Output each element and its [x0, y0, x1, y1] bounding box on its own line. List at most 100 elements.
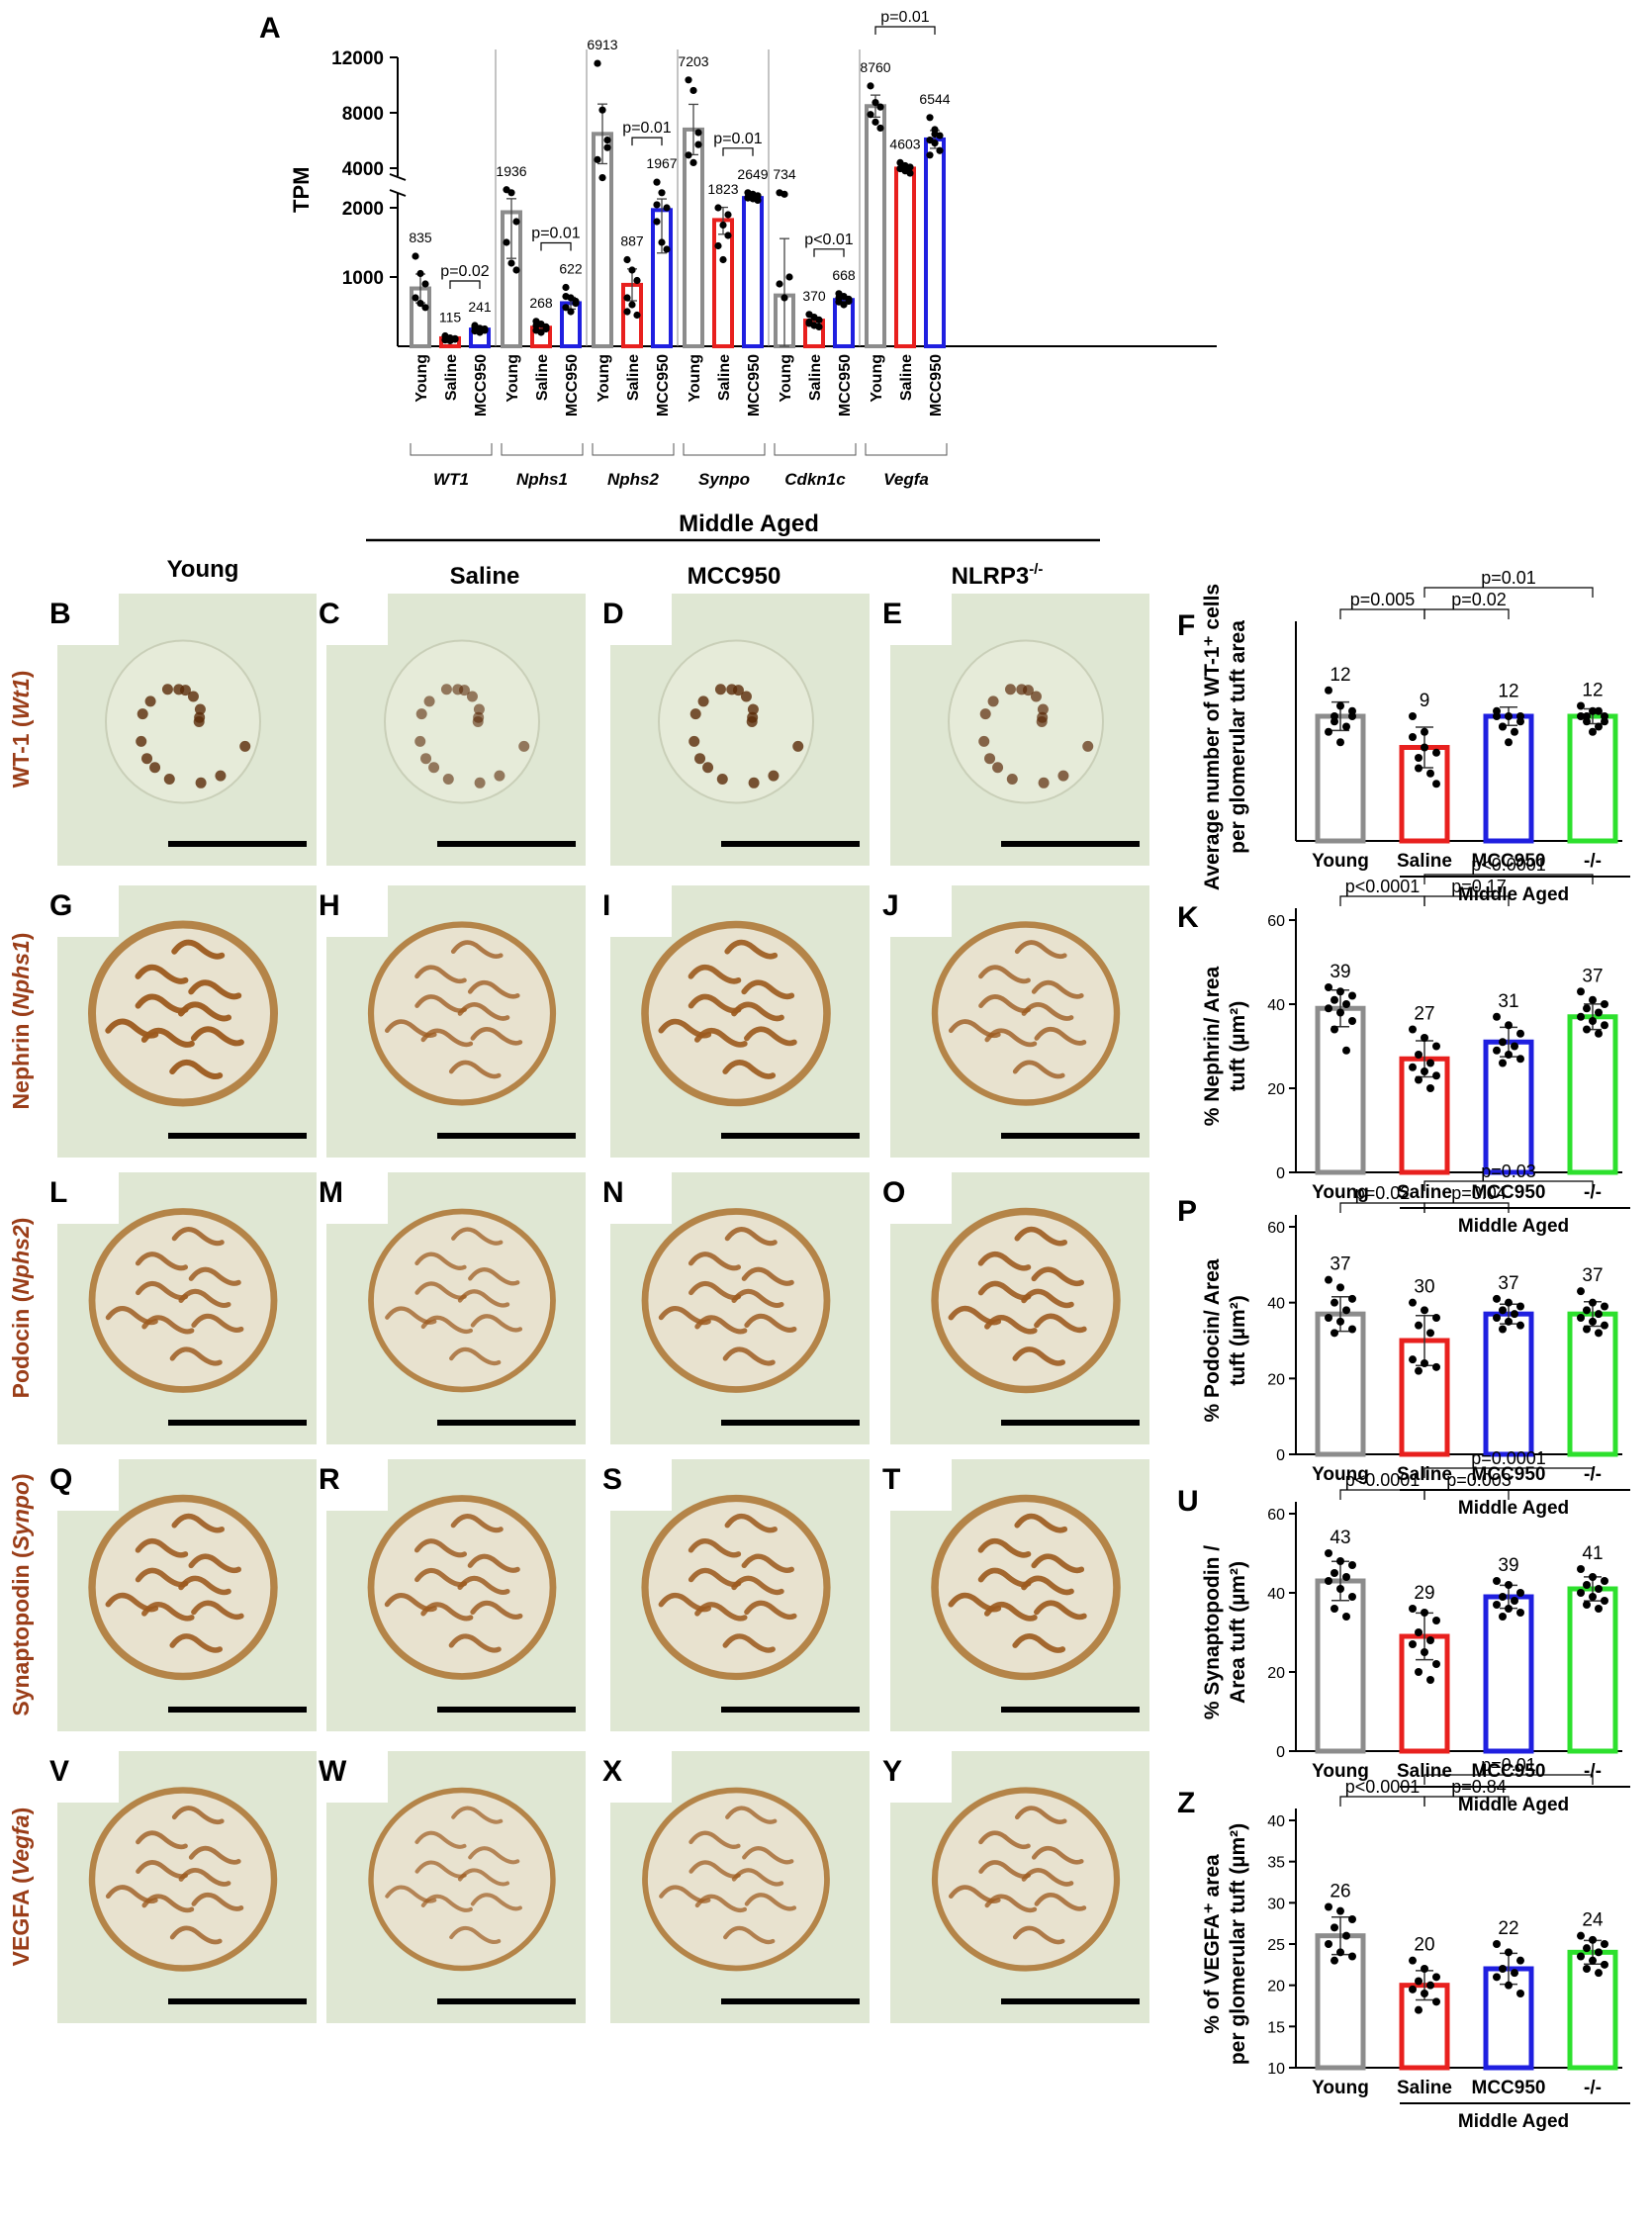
y-axis-label-line: tuft (µm²) [1227, 1295, 1249, 1385]
panel-letter: B [49, 598, 71, 630]
panel-letter: F [1177, 609, 1195, 642]
data-label: 1823 [707, 181, 738, 197]
data-label: 26 [1330, 1882, 1350, 1902]
data-label: 8760 [860, 59, 890, 75]
data-point [931, 139, 938, 146]
nucleus-stain [1039, 778, 1050, 788]
nucleus-stain [467, 692, 478, 702]
p-value-label: p=0.0001 [1471, 1448, 1546, 1468]
nucleus-stain [690, 708, 701, 719]
data-point [936, 147, 943, 154]
micrograph-grid: BCDEGHIJLMNOQRSTVWXY [49, 594, 1149, 2023]
panel-letter: L [49, 1176, 67, 1209]
data-point [1601, 1322, 1608, 1330]
data-label: 668 [832, 267, 856, 283]
nucleus-stain [715, 684, 726, 695]
data-point [1325, 1314, 1332, 1322]
nucleus-stain [1031, 692, 1042, 702]
data-point [1331, 1329, 1338, 1337]
data-point [594, 59, 600, 66]
data-point [780, 191, 787, 198]
data-point [876, 104, 883, 111]
y-axis-label-line: % Podocin/ Area [1201, 1258, 1224, 1422]
bar [1570, 1314, 1615, 1454]
data-point [628, 301, 635, 308]
data-point [876, 125, 883, 132]
data-point [1589, 1573, 1597, 1581]
data-point [1409, 1986, 1417, 1994]
significance-bracket [632, 138, 662, 145]
category-label: -/- [1584, 851, 1602, 872]
data-point [412, 252, 418, 259]
data-point [1583, 1601, 1591, 1609]
tick-label: 20 [1267, 1979, 1285, 1995]
condition-label: Young [869, 354, 885, 403]
data-point [1421, 1306, 1428, 1314]
data-point [1595, 707, 1603, 715]
nucleus-stain [747, 712, 758, 723]
p-value-label: p=0.01 [880, 9, 929, 26]
data-point [1505, 1051, 1513, 1059]
condition-label: Young [778, 354, 794, 403]
tick-label: 2000 [342, 199, 384, 220]
data-point [1348, 1017, 1356, 1025]
data-label: 6913 [587, 37, 617, 52]
data-point [623, 256, 630, 263]
data-point [1432, 749, 1440, 757]
data-point [1577, 987, 1585, 995]
data-point [1348, 1915, 1356, 1923]
data-point [1589, 1017, 1597, 1025]
data-label: 12 [1582, 681, 1603, 701]
micrograph-j: J [882, 885, 1149, 1158]
nucleus-stain [1005, 684, 1016, 695]
data-point [633, 312, 640, 319]
data-point [926, 151, 933, 158]
micrograph-c: C [319, 594, 586, 866]
data-point [694, 129, 701, 136]
data-label: 41 [1582, 1543, 1603, 1564]
data-label: 268 [529, 295, 553, 311]
data-point [1583, 1944, 1591, 1952]
y-axis-label-line: tuft (µm²) [1227, 1001, 1249, 1091]
p-value-label: p=0.02 [1451, 590, 1507, 609]
data-point [1516, 1589, 1524, 1597]
data-point [1415, 765, 1423, 773]
data-point [1516, 1055, 1524, 1063]
micrograph-o: O [882, 1172, 1149, 1444]
significance-bracket [1340, 896, 1424, 906]
data-point [1415, 1367, 1423, 1375]
p-value-label: p<0.0001 [1345, 1470, 1421, 1490]
data-label: 37 [1582, 966, 1603, 986]
data-point [1432, 1043, 1440, 1051]
y-axis-label-line: Area tuft (µm²) [1227, 1561, 1249, 1704]
nucleus-stain [1016, 684, 1027, 695]
data-point [1325, 728, 1332, 736]
data-point [1499, 1060, 1507, 1067]
data-point [1432, 1660, 1440, 1668]
data-point [1325, 1004, 1332, 1012]
data-point [1516, 1030, 1524, 1038]
panel-letter: C [319, 598, 340, 630]
condition-label: Saline [898, 354, 915, 401]
data-point [1601, 1021, 1608, 1029]
tick-label: 60 [1267, 913, 1285, 930]
data-label: 12 [1330, 665, 1350, 686]
data-point [1499, 1965, 1507, 1973]
p-value-label: p=0.03 [1481, 1161, 1536, 1181]
micrograph-d: D [602, 594, 870, 866]
bar [1318, 1314, 1363, 1454]
data-point [1595, 723, 1603, 731]
data-point [1348, 1295, 1356, 1303]
nucleus-stain [768, 771, 779, 782]
category-label: Young [1312, 2078, 1369, 2098]
data-point [1499, 1613, 1507, 1621]
data-label: 30 [1414, 1277, 1434, 1298]
tick-label: 8000 [342, 104, 384, 125]
data-point [1348, 1953, 1356, 1961]
condition-label: Saline [716, 354, 733, 401]
bar [1486, 1042, 1531, 1172]
tick-label: 12000 [331, 48, 384, 69]
tick-label: 40 [1267, 1296, 1285, 1313]
data-point [572, 298, 579, 305]
data-point [1342, 723, 1350, 731]
